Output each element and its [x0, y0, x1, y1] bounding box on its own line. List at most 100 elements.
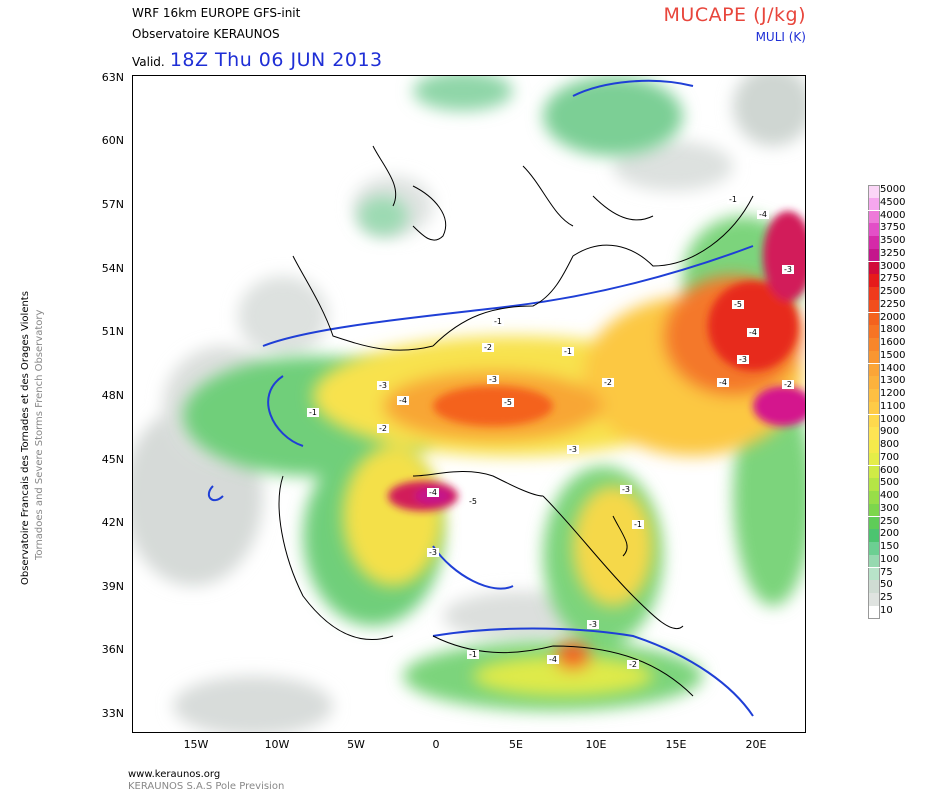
muli-label: -3	[782, 265, 794, 274]
svg-text:-1: -1	[729, 195, 737, 204]
muli-label: -1	[492, 317, 504, 326]
muli-label: -4	[547, 655, 559, 664]
muli-labels: -1 -4 -3 -5 -4 -3 -4 -2 -1 -2 -1 -3 -5 -…	[307, 195, 794, 669]
muli-label: -2	[377, 424, 389, 433]
muli-label: -4	[427, 488, 439, 497]
svg-text:-1: -1	[634, 520, 642, 529]
map-svg: -1 -4 -3 -5 -4 -3 -4 -2 -1 -2 -1 -3 -5 -…	[133, 76, 805, 732]
muli-label: -1	[727, 195, 739, 204]
legend-swatch	[868, 452, 880, 466]
legend-swatch	[868, 325, 880, 338]
legend-swatch	[868, 542, 880, 555]
legend-swatch	[868, 350, 880, 364]
muli-label: -2	[602, 378, 614, 387]
legend-swatch	[868, 529, 880, 542]
legend-swatch	[868, 478, 880, 491]
legend-label: 3000	[880, 260, 906, 272]
legend-swatch	[868, 401, 880, 415]
legend-swatch	[868, 185, 880, 199]
svg-text:-3: -3	[489, 375, 497, 384]
legend-label: 900	[880, 426, 900, 438]
valid-label: Valid.	[132, 55, 165, 69]
coastlines	[278, 145, 754, 697]
lat-tick-label: 33N	[101, 707, 124, 720]
svg-text:-1: -1	[309, 408, 317, 417]
muli-label: -1	[562, 347, 574, 356]
legend-label: 2750	[880, 273, 906, 285]
legend-swatch	[868, 440, 880, 453]
lon-tick-label: 0	[432, 738, 440, 751]
valid-row: Valid. 18Z Thu 06 JUN 2013	[132, 49, 383, 71]
legend-swatch	[868, 299, 880, 313]
svg-text:-5: -5	[469, 497, 477, 506]
legend-label: 50	[880, 579, 893, 591]
muli-contours	[207, 79, 754, 717]
legend-label: 400	[880, 490, 900, 501]
muli-label: -5	[502, 398, 514, 407]
lat-tick-label: 39N	[101, 580, 124, 593]
hot-fields	[388, 211, 805, 511]
muli-label: -2	[482, 343, 494, 352]
svg-text:-3: -3	[379, 381, 387, 390]
lon-tick-label: 10E	[585, 738, 607, 751]
lat-tick-label: 48N	[101, 389, 124, 402]
muli-label: -4	[397, 396, 409, 405]
legend-swatch	[868, 491, 880, 504]
legend-label: 2000	[880, 311, 906, 323]
legend-label: 1500	[880, 349, 906, 361]
model-title: WRF 16km EUROPE GFS-init	[132, 6, 301, 20]
svg-text:-4: -4	[759, 210, 767, 219]
legend-label: 800	[880, 439, 900, 450]
lat-tick-label: 36N	[101, 643, 124, 656]
lon-tick-label: 10W	[264, 738, 290, 751]
lon-tick-label: 5W	[347, 738, 365, 751]
legend-label: 3750	[880, 222, 906, 234]
legend-label: 1300	[880, 375, 906, 387]
legend-swatch	[868, 593, 880, 606]
legend-swatch	[868, 465, 880, 479]
svg-text:-4: -4	[429, 488, 437, 497]
valid-date: 18Z Thu 06 JUN 2013	[169, 49, 383, 71]
legend-swatch	[868, 414, 880, 428]
muli-label: -3	[620, 485, 632, 494]
svg-text:-2: -2	[604, 378, 612, 387]
legend-swatch	[868, 363, 880, 377]
legend-label: 150	[880, 541, 900, 552]
muli-label: -5	[467, 497, 479, 506]
footer-company: KERAUNOS S.A.S Pole Prevision	[128, 781, 285, 792]
muli-label: -1	[467, 650, 479, 659]
legend-swatch	[868, 427, 880, 440]
lon-tick-label: 5E	[509, 738, 523, 751]
muli-label: -5	[732, 300, 744, 309]
legend-label: 2250	[880, 298, 906, 310]
legend-label: 300	[880, 502, 900, 514]
legend-swatch	[868, 554, 880, 568]
legend-label: 1400	[880, 362, 906, 374]
muli-label: -3	[567, 445, 579, 454]
muli-label: -3	[427, 548, 439, 557]
legend-label: 100	[880, 553, 900, 565]
svg-text:-1: -1	[494, 317, 502, 326]
muli-label: -4	[757, 210, 769, 219]
svg-text:-3: -3	[784, 265, 792, 274]
legend-swatch	[868, 567, 880, 581]
legend-label: 1800	[880, 324, 906, 336]
legend-swatch	[868, 223, 880, 236]
legend-label: 10	[880, 604, 893, 616]
svg-text:-3: -3	[589, 620, 597, 629]
lat-tick-label: 57N	[101, 198, 124, 211]
warm-fields	[313, 276, 803, 696]
field-title: MUCAPE (J/kg)	[663, 4, 806, 26]
legend-label: 250	[880, 515, 900, 527]
legend-label: 5000	[880, 184, 906, 195]
legend-swatch	[868, 389, 880, 402]
muli-label: -3	[377, 381, 389, 390]
legend-swatch	[868, 503, 880, 517]
muli-label: -1	[307, 408, 319, 417]
muli-label: -2	[782, 380, 794, 389]
lat-tick-label: 51N	[101, 325, 124, 338]
lon-tick-label: 15W	[183, 738, 209, 751]
lat-tick-label: 45N	[101, 453, 124, 466]
svg-text:-3: -3	[429, 548, 437, 557]
legend-swatch	[868, 210, 880, 224]
